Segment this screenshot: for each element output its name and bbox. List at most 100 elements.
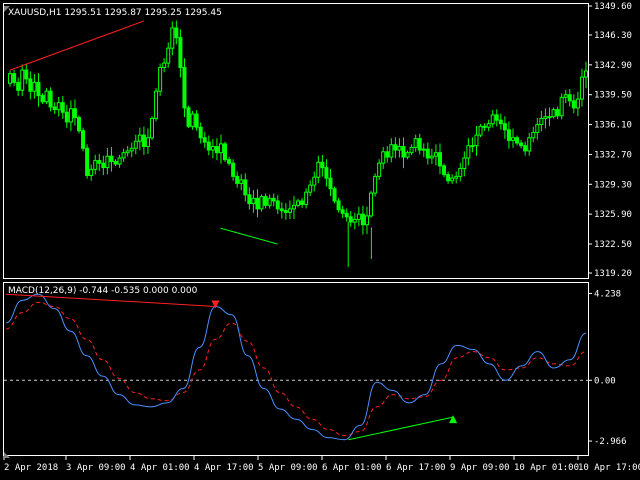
candle[interactable]: [8, 70, 13, 87]
candle[interactable]: [235, 171, 240, 188]
candle[interactable]: [218, 134, 223, 164]
candle[interactable]: [531, 126, 536, 143]
candle[interactable]: [125, 146, 130, 157]
candle[interactable]: [356, 206, 361, 227]
candle[interactable]: [198, 122, 203, 144]
candle[interactable]: [454, 171, 459, 184]
candle[interactable]: [510, 128, 515, 148]
candle[interactable]: [190, 110, 195, 130]
candle[interactable]: [239, 174, 244, 191]
candle[interactable]: [24, 63, 29, 85]
candle[interactable]: [121, 148, 126, 162]
candle[interactable]: [498, 113, 503, 130]
candle[interactable]: [385, 146, 390, 163]
candle[interactable]: [137, 127, 142, 151]
candle[interactable]: [158, 63, 163, 96]
candle[interactable]: [316, 155, 321, 184]
candle[interactable]: [251, 190, 256, 213]
candle[interactable]: [174, 20, 179, 45]
candle[interactable]: [227, 156, 232, 166]
candle[interactable]: [373, 173, 378, 197]
candle[interactable]: [186, 105, 191, 129]
candle[interactable]: [539, 110, 544, 132]
candle[interactable]: [320, 154, 325, 177]
candle[interactable]: [519, 139, 524, 149]
candle[interactable]: [89, 164, 94, 181]
candle[interactable]: [344, 208, 349, 222]
candle[interactable]: [523, 141, 528, 156]
candle[interactable]: [283, 203, 288, 220]
candle[interactable]: [547, 107, 552, 126]
candle[interactable]: [312, 171, 317, 192]
candle[interactable]: [348, 211, 353, 227]
candle[interactable]: [223, 141, 228, 162]
candle[interactable]: [425, 142, 430, 165]
candle[interactable]: [210, 139, 215, 159]
candle[interactable]: [458, 162, 463, 182]
candle[interactable]: [97, 153, 102, 172]
candle[interactable]: [145, 128, 150, 154]
candle[interactable]: [555, 106, 560, 120]
candle[interactable]: [401, 137, 406, 169]
candle[interactable]: [527, 132, 532, 156]
candle[interactable]: [150, 116, 155, 141]
candle[interactable]: [352, 212, 357, 230]
candle[interactable]: [584, 61, 588, 89]
candle[interactable]: [44, 88, 49, 105]
candle[interactable]: [328, 168, 333, 197]
candle[interactable]: [567, 88, 572, 107]
candle[interactable]: [360, 205, 365, 235]
candle[interactable]: [291, 196, 296, 220]
candle[interactable]: [324, 159, 329, 187]
candle[interactable]: [259, 194, 264, 212]
candle[interactable]: [413, 134, 418, 152]
chart-shift-marker-icon[interactable]: [4, 6, 10, 12]
candle[interactable]: [377, 159, 382, 180]
candle[interactable]: [117, 154, 122, 168]
candle[interactable]: [170, 21, 175, 56]
candle[interactable]: [28, 71, 33, 100]
candle[interactable]: [243, 173, 248, 202]
candle[interactable]: [462, 151, 467, 177]
candle[interactable]: [304, 188, 309, 209]
candle[interactable]: [129, 142, 134, 158]
candle[interactable]: [64, 104, 69, 128]
candle[interactable]: [247, 187, 252, 210]
candle[interactable]: [502, 116, 507, 139]
candle[interactable]: [389, 138, 394, 163]
candle[interactable]: [506, 121, 511, 149]
candle[interactable]: [296, 198, 301, 208]
scroll-marker-icon[interactable]: [4, 452, 10, 458]
candle[interactable]: [482, 123, 487, 131]
candle[interactable]: [571, 94, 576, 114]
candle[interactable]: [308, 180, 313, 197]
candle[interactable]: [202, 132, 207, 148]
candle[interactable]: [559, 93, 564, 120]
candle[interactable]: [486, 119, 491, 132]
candle[interactable]: [113, 159, 118, 167]
candle[interactable]: [231, 159, 236, 181]
candle[interactable]: [515, 135, 520, 146]
candle[interactable]: [446, 171, 451, 184]
candle[interactable]: [206, 135, 211, 156]
candle[interactable]: [72, 99, 77, 126]
candle[interactable]: [409, 144, 414, 156]
candle[interactable]: [178, 29, 183, 78]
candle[interactable]: [32, 74, 37, 99]
candle[interactable]: [364, 206, 369, 234]
candle[interactable]: [575, 91, 580, 117]
candle[interactable]: [369, 190, 374, 218]
candle[interactable]: [133, 134, 138, 155]
candle[interactable]: [166, 42, 171, 68]
candle[interactable]: [279, 202, 284, 219]
candle[interactable]: [397, 138, 402, 158]
candle[interactable]: [332, 186, 337, 204]
candle[interactable]: [474, 125, 479, 156]
candle[interactable]: [48, 87, 53, 112]
candle[interactable]: [60, 96, 65, 119]
candle[interactable]: [12, 69, 17, 86]
candle[interactable]: [81, 127, 86, 152]
candle[interactable]: [300, 197, 305, 209]
candle[interactable]: [450, 174, 455, 184]
